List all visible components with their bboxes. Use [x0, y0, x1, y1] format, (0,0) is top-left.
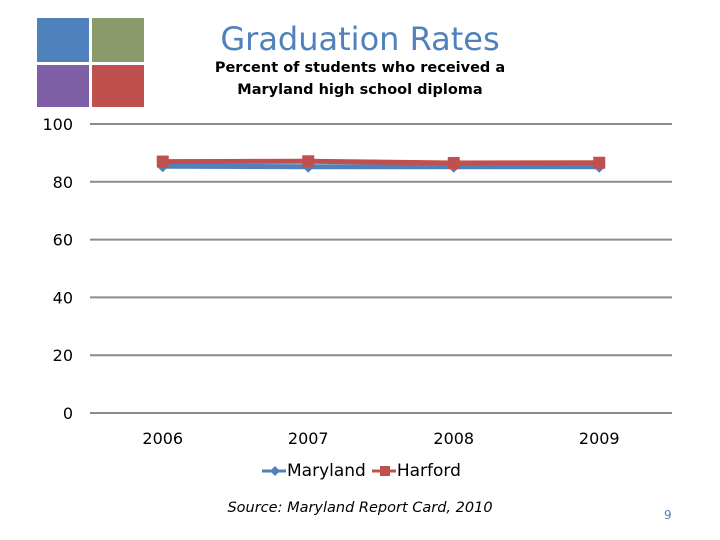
page-number: 9 [664, 508, 672, 522]
legend-swatch-harford [371, 466, 396, 476]
y-tick-label: 0 [63, 404, 73, 423]
logo-block-blue [37, 18, 89, 62]
y-tick-label: 60 [53, 231, 73, 250]
chart-legend: Maryland Harford [262, 460, 467, 482]
y-tick-label: 80 [53, 173, 73, 192]
series-line-harford [162, 158, 600, 166]
x-tick-label: 2007 [288, 429, 329, 448]
data-point-harford [156, 155, 169, 168]
y-tick-label: 40 [53, 288, 73, 307]
legend-label: Harford [396, 461, 461, 481]
legend-swatch-maryland [262, 466, 286, 476]
data-point-harford [447, 157, 460, 170]
y-tick-label: 100 [42, 115, 73, 134]
x-tick-label: 2009 [579, 429, 620, 448]
legend-item-harford: Harford [371, 461, 461, 481]
series-line-maryland [162, 163, 600, 170]
y-tick-label: 20 [53, 346, 73, 365]
chart-subtitle-line2: Maryland high school diploma [237, 82, 483, 98]
legend-label: Maryland [287, 461, 366, 481]
page-title: Graduation Rates [220, 20, 500, 58]
x-tick-label: 2008 [433, 429, 474, 448]
data-point-harford [593, 156, 606, 169]
source-note: Source: Maryland Report Card, 2010 [227, 500, 493, 516]
chart-subtitle-line1: Percent of students who received a [214, 60, 506, 76]
logo-block-purple [37, 65, 89, 107]
x-tick-label: 2006 [142, 429, 183, 448]
logo-block-red [92, 65, 144, 107]
logo-block-green [92, 18, 144, 62]
data-point-harford [302, 155, 315, 168]
legend-item-maryland: Maryland [262, 461, 366, 481]
